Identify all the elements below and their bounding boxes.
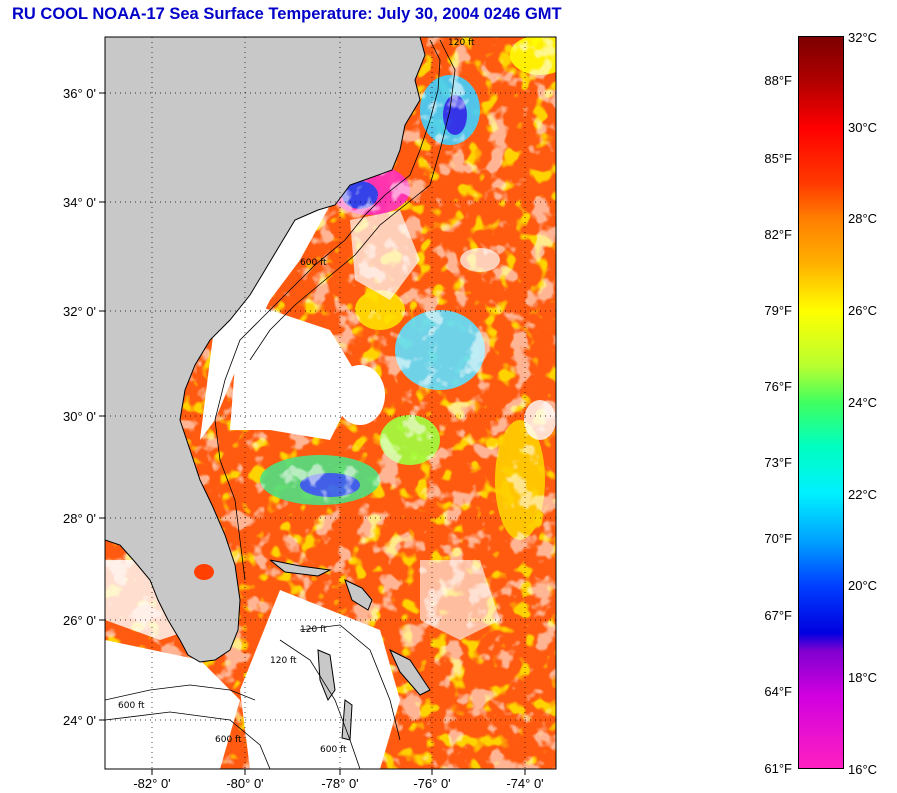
contour-label: 120 ft [270,656,297,666]
lon-label: -82° 0' [133,776,170,791]
map-frame-content: 120 ft 600 ft 120 ft 600 ft 600 ft 120 f… [105,37,556,769]
lat-lon-grid [105,37,556,769]
lat-label: 30° 0' [63,409,96,424]
contour-label: 120 ft [300,625,327,635]
colorbar-f-label: 76°F [764,379,792,394]
lon-label: -78° 0' [321,776,358,791]
colorbar-f-label: 88°F [764,73,792,88]
colorbar-c-label: 20°C [848,578,878,593]
contour-label: 120 ft [448,38,475,48]
lon-label: -80° 0' [226,776,263,791]
colorbar-f-label: 67°F [764,608,792,623]
colorbar-c-label: 18°C [848,670,878,685]
colorbar-c-label: 26°C [848,303,878,318]
colorbar-f-label: 64°F [764,684,792,699]
colorbar-c-label: 32°C [848,30,878,45]
lat-label: 28° 0' [63,511,96,526]
contour-label: 600 ft [300,258,327,268]
colorbar-f-label: 85°F [764,151,792,166]
colorbar-c-label: 22°C [848,487,878,502]
contour-label: 600 ft [118,701,145,711]
map-border [104,36,557,770]
lake-okeechobee [194,564,214,580]
map-title: RU COOL NOAA-17 Sea Surface Temperature:… [12,5,562,23]
lat-label: 26° 0' [63,613,96,628]
contour-label: 600 ft [320,745,347,755]
contour-label: 600 ft [215,735,242,745]
lat-label: 24° 0' [63,713,96,728]
lat-label: 34° 0' [63,195,96,210]
colorbar-f-label: 79°F [764,303,792,318]
colorbar-c-label: 30°C [848,120,878,135]
lon-label: -74° 0' [506,776,543,791]
land-southeast-us [105,37,426,663]
lat-label: 32° 0' [63,304,96,319]
axis-ticks [99,92,526,775]
colorbar-f-label: 61°F [764,761,792,776]
lat-label: 36° 0' [63,86,96,101]
colorbar-f-label: 73°F [764,455,792,470]
colorbar-c-label: 24°C [848,395,878,410]
colorbar-f-label: 82°F [764,227,792,242]
temperature-colorbar [798,36,844,769]
colorbar-c-label: 16°C [848,762,878,777]
colorbar-f-label: 70°F [764,531,792,546]
colorbar-c-label: 28°C [848,211,878,226]
lon-label: -76° 0' [413,776,450,791]
